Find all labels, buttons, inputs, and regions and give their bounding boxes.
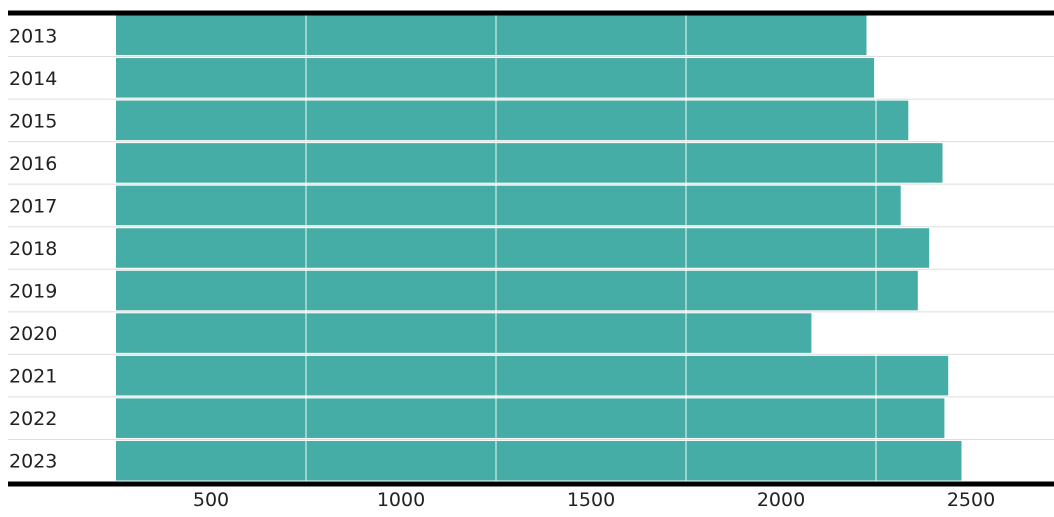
gridlines-group: [305, 14, 877, 482]
bar-2016: [116, 143, 943, 183]
y-tick-label: 2020: [9, 323, 57, 345]
y-tick-label: 2022: [9, 408, 57, 430]
bar-2021: [116, 355, 949, 396]
bar-2018: [116, 228, 930, 268]
y-tick-label: 2023: [9, 451, 57, 473]
y-tick-label: 2016: [9, 153, 57, 175]
bars-group: [116, 15, 962, 481]
bar-2023: [116, 440, 962, 481]
y-axis-labels: 2013 2014 2015 2016 2017 2018 2019 2020 2021 2022…: [9, 25, 57, 472]
bar-2020: [116, 313, 812, 353]
y-tick-label: 2014: [9, 68, 57, 90]
y-tick-label: 2019: [9, 281, 57, 303]
y-tick-label: 2021: [9, 366, 57, 388]
x-tick-label: 2500: [947, 489, 995, 511]
x-tick-label: 1500: [567, 489, 615, 511]
bar-2013: [116, 15, 867, 56]
bar-2014: [116, 58, 875, 98]
row-separators: [8, 56, 1054, 440]
x-tick-label: 2000: [757, 489, 805, 511]
bar-2019: [116, 270, 918, 311]
y-tick-label: 2017: [9, 195, 57, 217]
y-tick-label: 2015: [9, 110, 57, 132]
x-axis-labels: 500 1000 1500 2000 2500: [193, 489, 995, 511]
x-tick-label: 1000: [377, 489, 425, 511]
bar-2015: [116, 100, 909, 141]
bar-2022: [116, 398, 945, 438]
y-tick-label: 2018: [9, 238, 57, 260]
bar-2017: [116, 185, 901, 226]
y-tick-label: 2013: [9, 25, 57, 47]
x-tick-label: 500: [193, 489, 229, 511]
